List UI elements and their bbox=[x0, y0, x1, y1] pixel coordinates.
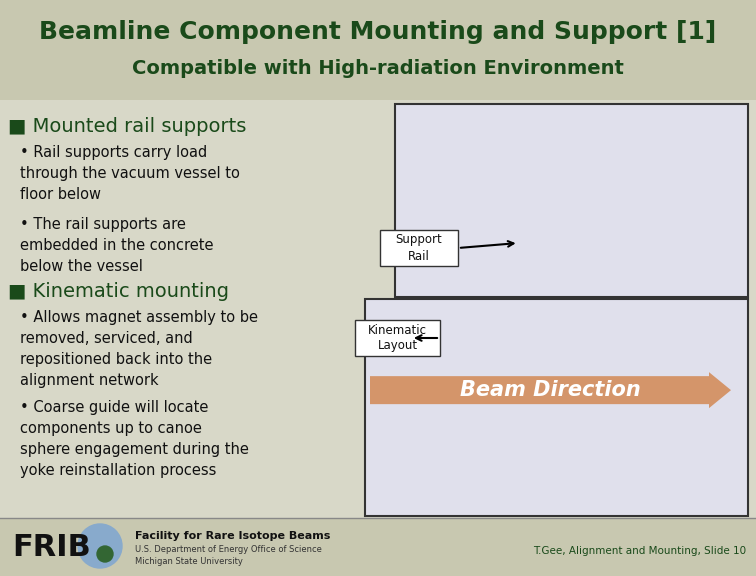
Text: Beamline Component Mounting and Support [1]: Beamline Component Mounting and Support … bbox=[39, 20, 717, 44]
Text: Compatible with High-radiation Environment: Compatible with High-radiation Environme… bbox=[132, 59, 624, 78]
Text: U.S. Department of Energy Office of Science: U.S. Department of Energy Office of Scie… bbox=[135, 545, 322, 555]
Text: Beam Direction: Beam Direction bbox=[460, 380, 641, 400]
Text: Kinematic
Layout: Kinematic Layout bbox=[368, 324, 427, 353]
Bar bbox=[0, 0, 756, 100]
Text: ■ Mounted rail supports: ■ Mounted rail supports bbox=[8, 117, 246, 136]
Text: • Coarse guide will locate
components up to canoe
sphere engagement during the
y: • Coarse guide will locate components up… bbox=[20, 400, 249, 478]
FancyArrow shape bbox=[370, 372, 731, 408]
Text: • Allows magnet assembly to be
removed, serviced, and
repositioned back into the: • Allows magnet assembly to be removed, … bbox=[20, 310, 258, 388]
Text: • The rail supports are
embedded in the concrete
below the vessel: • The rail supports are embedded in the … bbox=[20, 217, 213, 274]
Circle shape bbox=[97, 546, 113, 562]
Bar bbox=[395, 104, 748, 297]
Text: FRIB: FRIB bbox=[12, 533, 91, 563]
Bar bbox=[365, 299, 748, 516]
Bar bbox=[355, 320, 440, 356]
Circle shape bbox=[78, 524, 122, 568]
Bar bbox=[0, 518, 756, 576]
Text: Support
Rail: Support Rail bbox=[395, 233, 442, 263]
Bar bbox=[380, 230, 458, 266]
Text: Michigan State University: Michigan State University bbox=[135, 558, 243, 567]
Text: • Rail supports carry load
through the vacuum vessel to
floor below: • Rail supports carry load through the v… bbox=[20, 145, 240, 202]
Text: Facility for Rare Isotope Beams: Facility for Rare Isotope Beams bbox=[135, 531, 330, 541]
Text: T.Gee, Alignment and Mounting, Slide 10: T.Gee, Alignment and Mounting, Slide 10 bbox=[533, 546, 746, 556]
Text: ■ Kinematic mounting: ■ Kinematic mounting bbox=[8, 282, 229, 301]
